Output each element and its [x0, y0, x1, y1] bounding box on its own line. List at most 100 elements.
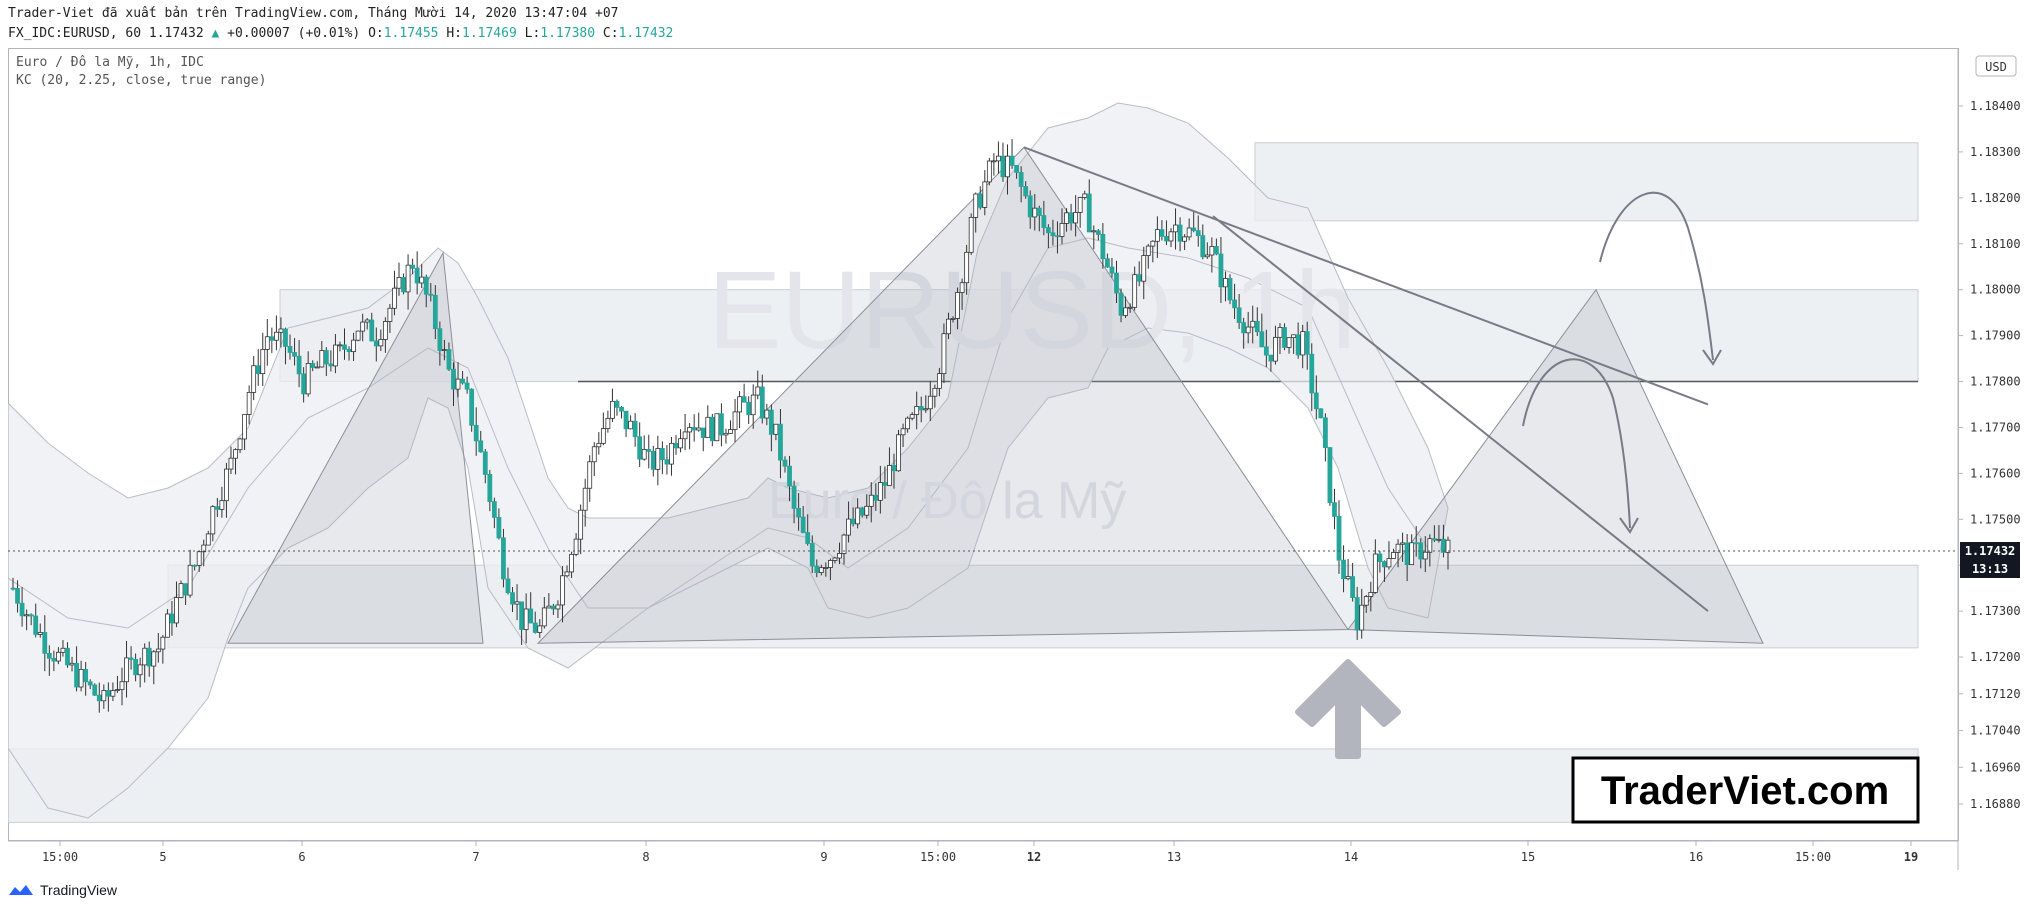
- watermark-name: Euro / Đô la Mỹ: [768, 472, 1126, 530]
- candle-up: [569, 553, 574, 573]
- candle-up: [537, 625, 543, 633]
- candle-up: [378, 338, 384, 347]
- time-tick-label: 14: [1344, 850, 1358, 864]
- candle-up: [737, 396, 742, 413]
- low-label: L:: [524, 26, 541, 41]
- candle-down: [1045, 227, 1051, 234]
- candle-up: [610, 400, 615, 419]
- pattern-triangle-3: [1347, 288, 1764, 644]
- up-arrow-icon: ▲: [211, 26, 220, 41]
- candle-up: [936, 373, 942, 389]
- change-value: +0.00007 (+0.01%): [227, 26, 361, 41]
- candle-down: [283, 328, 288, 347]
- candle-down: [432, 294, 438, 330]
- candle-down: [437, 328, 443, 351]
- projection-arrows: [1522, 191, 1722, 534]
- candle-down: [451, 368, 456, 390]
- candle-down: [373, 340, 379, 347]
- candle-down: [623, 410, 629, 430]
- candle-down: [33, 615, 39, 635]
- candle-down: [1177, 224, 1183, 242]
- high-value: 1.17469: [462, 26, 517, 41]
- price-tick-label: 1.17900: [1970, 329, 2021, 343]
- candle-up: [991, 160, 997, 163]
- candle-down: [719, 413, 724, 436]
- candle-down: [487, 473, 493, 502]
- candle-down: [1313, 392, 1319, 410]
- candle-up: [1245, 326, 1251, 334]
- price-chart[interactable]: EURUSD, 1h Euro / Đô la Mỹ Euro / Đô la …: [8, 48, 2028, 870]
- candle-down: [1191, 227, 1197, 232]
- keltner-midline: [8, 237, 1429, 629]
- candle-up: [1363, 596, 1369, 606]
- candle-down: [741, 396, 747, 403]
- candle-up: [823, 567, 829, 569]
- candle-down: [1268, 354, 1274, 362]
- candle-down: [1009, 155, 1015, 166]
- candle-down: [510, 592, 515, 605]
- candles: [10, 139, 1451, 713]
- candle-down: [532, 622, 538, 633]
- open-label: O:: [368, 26, 384, 41]
- candle-up: [1182, 236, 1188, 242]
- candle-up: [1141, 255, 1147, 282]
- candle-down: [491, 501, 497, 518]
- candle-up: [573, 538, 579, 555]
- candle-down: [310, 363, 316, 368]
- candle-down: [1295, 334, 1301, 356]
- candle-up: [251, 365, 257, 393]
- candle-down: [96, 694, 102, 702]
- legend-name: Euro / Đô la Mỹ, 1h, IDC: [16, 55, 204, 70]
- candle-up: [278, 328, 284, 333]
- candle-down: [1232, 299, 1237, 309]
- trendline-upper: [1023, 146, 1709, 406]
- candle-down: [619, 406, 624, 412]
- candle-up: [110, 690, 116, 697]
- candle-up: [210, 506, 216, 535]
- candle-up: [832, 557, 838, 561]
- candle-up: [314, 366, 320, 369]
- low-value: 1.17380: [540, 26, 596, 41]
- candle-down: [473, 424, 479, 442]
- candle-down: [550, 605, 556, 610]
- legend-indicator: KC (20, 2.25, close, true range): [16, 73, 266, 88]
- candle-up: [1127, 306, 1133, 309]
- price-tick-label: 1.17500: [1970, 512, 2021, 526]
- close-label: C:: [602, 26, 619, 41]
- candle-up: [1273, 336, 1278, 362]
- candle-up: [419, 276, 425, 284]
- candle-up: [828, 560, 833, 568]
- time-tick-label: 6: [298, 850, 305, 864]
- currency-button[interactable]: USD: [1975, 55, 2017, 77]
- candle-up: [201, 544, 207, 553]
- close-value: 1.17432: [618, 26, 674, 41]
- candle-up: [669, 442, 674, 465]
- candle-up: [119, 681, 125, 690]
- candle-up: [596, 442, 602, 448]
- candle-down: [428, 293, 434, 296]
- candle-down: [859, 507, 865, 516]
- price-tick-label: 1.17700: [1970, 420, 2021, 434]
- candle-down: [464, 382, 470, 390]
- footer[interactable]: TradingView: [8, 878, 117, 902]
- candle-up: [455, 378, 461, 390]
- price-tick-label: 1.17800: [1970, 375, 2021, 389]
- candle-up: [877, 482, 883, 501]
- candle-down: [1241, 322, 1247, 334]
- candle-down: [342, 344, 347, 350]
- candle-up: [696, 427, 702, 431]
- candle-up: [78, 669, 84, 688]
- time-tick-label: 15:00: [42, 850, 78, 864]
- candle-up: [260, 349, 266, 375]
- candle-down: [1136, 274, 1142, 282]
- price-tick-label: 1.17040: [1970, 724, 2021, 738]
- price-tick-label: 1.17120: [1970, 687, 2021, 701]
- support-zone-mid: [167, 564, 1919, 649]
- candle-up: [1400, 542, 1405, 545]
- time-tick-label: 8: [642, 850, 649, 864]
- candle-up: [337, 344, 343, 347]
- tradingview-logo-icon: [9, 885, 33, 895]
- pattern-triangle-1: [227, 251, 484, 644]
- time-tick-label: 7: [472, 850, 479, 864]
- ohlc-line: FX_IDC:EURUSD, 60 1.17432 ▲ +0.00007 (+0…: [8, 26, 673, 41]
